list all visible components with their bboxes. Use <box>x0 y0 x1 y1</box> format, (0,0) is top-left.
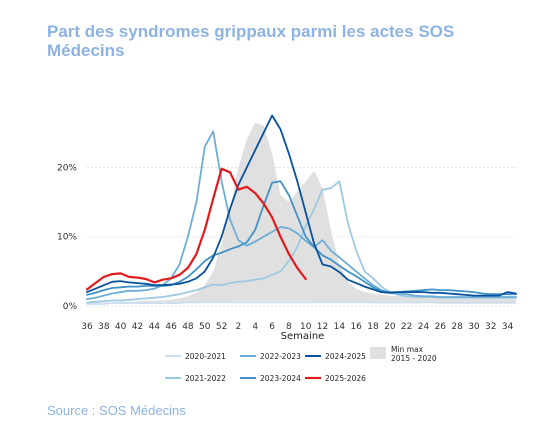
legend-label-2021-2022: 2021-2022 <box>185 374 226 383</box>
legend-label-2025-2026: 2025-2026 <box>325 374 366 383</box>
y-tick-labels: 0% 10% 20% <box>57 163 77 312</box>
legend-label-minmax: Min max <box>391 345 424 354</box>
legend-swatch-minmax <box>370 347 386 359</box>
x-tick-label: 20 <box>384 322 396 332</box>
x-tick-label: 28 <box>451 322 463 332</box>
x-tick-label: 4 <box>252 322 258 332</box>
x-tick-label: 48 <box>182 322 194 332</box>
gridlines <box>87 167 516 307</box>
x-tick-label: 8 <box>286 322 292 332</box>
x-tick-label: 44 <box>149 322 161 332</box>
source-note: Source : SOS Médecins <box>47 403 186 418</box>
x-tick-label: 42 <box>132 322 143 332</box>
series-line-2020-2021 <box>86 301 517 305</box>
x-tick-label: 14 <box>334 322 346 332</box>
legend-label-2024-2025: 2024-2025 <box>325 352 366 361</box>
x-tick-label: 50 <box>199 322 211 332</box>
x-tick-label: 36 <box>81 322 93 332</box>
legend-label-2023-2024: 2023-2024 <box>260 374 301 383</box>
chart-title: Part des syndromes grippaux parmi les ac… <box>47 22 455 60</box>
series-layer <box>85 114 517 305</box>
x-tick-label: 2 <box>236 322 242 332</box>
series-line-2025-2026 <box>85 167 307 291</box>
x-tick-label: 34 <box>502 322 514 332</box>
x-tick-label: 32 <box>485 322 496 332</box>
x-tick-label: 6 <box>269 322 275 332</box>
x-tick-label: 16 <box>350 322 362 332</box>
x-tick-labels: 36 38 40 42 44 46 48 50 52 2 4 6 8 10 12 14 16 18 20 22 24 26… <box>81 322 513 332</box>
y-tick-label: 0% <box>63 302 78 312</box>
x-tick-label: 52 <box>216 322 227 332</box>
x-tick-label: 22 <box>401 322 412 332</box>
x-tick-label: 38 <box>98 322 110 332</box>
y-tick-label: 20% <box>57 163 77 173</box>
x-tick-label: 18 <box>367 322 379 332</box>
legend-label-2020-2021: 2020-2021 <box>185 352 226 361</box>
x-tick-label: 24 <box>418 322 430 332</box>
series-line-2024-2025 <box>86 114 517 297</box>
x-tick-label: 40 <box>115 322 127 332</box>
minmax-band-layer <box>87 122 516 304</box>
minmax-band <box>87 122 516 304</box>
x-tick-label: 12 <box>317 322 328 332</box>
legend-label-minmax-years: 2015 - 2020 <box>391 354 437 363</box>
legend-label-2022-2023: 2022-2023 <box>260 352 301 361</box>
x-axis-label: Semaine <box>281 331 325 342</box>
x-tick-label: 10 <box>300 322 312 332</box>
x-tick-label: 46 <box>165 322 177 332</box>
y-tick-label: 10% <box>57 233 77 243</box>
x-tick-label: 30 <box>468 322 480 332</box>
x-tick-label: 26 <box>435 322 447 332</box>
series-line-2022-2023 <box>86 130 517 301</box>
legend: 2020-2021 2022-2023 2024-2025 2021-2022 2023… <box>165 345 437 383</box>
